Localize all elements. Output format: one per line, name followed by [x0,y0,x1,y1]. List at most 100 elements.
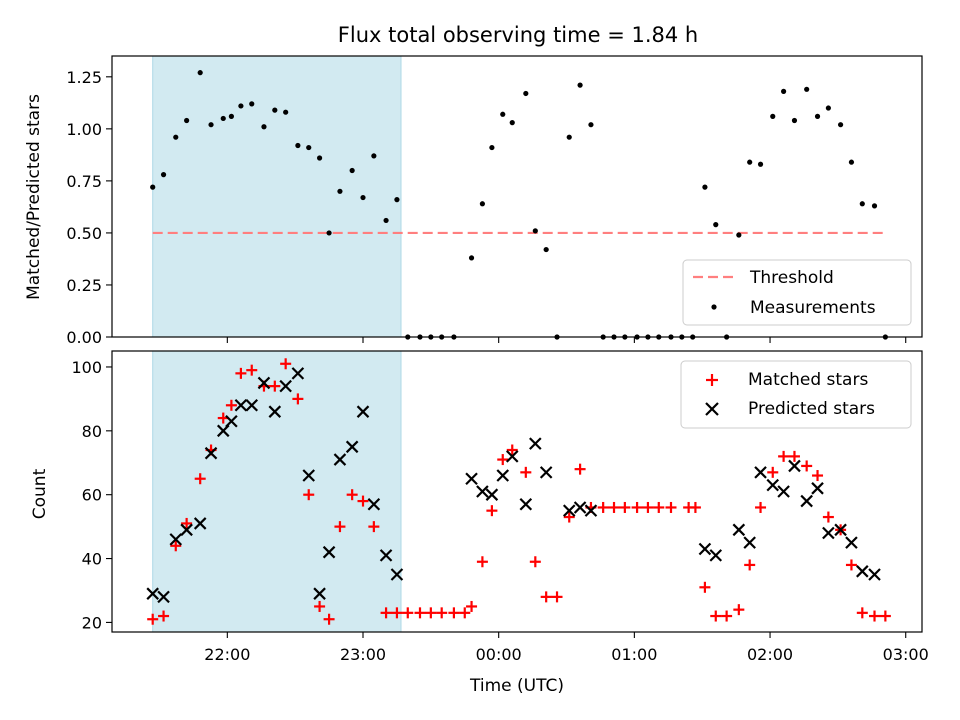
measurement-point [588,122,594,128]
measurement-point [713,222,719,228]
predicted-star-point [193,517,207,530]
y-tick-label: 40 [82,550,102,569]
x-tick-label: 00:00 [476,645,522,664]
bottom-y-axis: 20 40 60 80 100 [71,358,112,632]
predicted-star-point [777,485,790,498]
top-y-axis-label: Matched/Predicted stars [24,94,44,300]
x-tick-label: 23:00 [340,645,386,664]
predicted-star-point [698,542,712,556]
matched-star-point [608,501,620,513]
y-tick-label: 0.25 [66,276,102,295]
measurement-point [804,86,810,92]
matched-star-point [225,399,237,411]
legend-matched-swatch [706,374,718,386]
matched-star-point [402,607,414,619]
predicted-star-point [204,446,218,460]
matched-star-point [292,393,304,405]
y-tick-label: 100 [71,358,102,377]
matched-star-point [597,501,609,513]
predicted-star-point [379,549,393,562]
matched-star-point [181,517,193,529]
predicted-star-point [822,526,835,540]
matched-star-point [459,607,471,619]
measurement-point [543,246,549,253]
predicted-star-point [856,565,869,578]
matched-star-point [497,454,509,466]
matched-star-point [334,521,346,533]
bottom-shaded-interval [152,350,402,633]
measurement-point [489,144,495,151]
bottom-plot-frame [111,350,923,633]
matched-star-point [665,501,677,513]
measurement-point [770,113,776,119]
predicted-star-point [709,549,723,562]
y-tick-label: 1.25 [66,68,102,87]
predicted-star-point [800,494,813,508]
matched-star-point [551,591,563,603]
predicted-star-point [367,497,381,511]
predicted-star-point [146,587,159,600]
measurement-point [371,153,377,159]
measurement-point [160,172,167,178]
y-tick-label: 0.75 [66,172,102,191]
measurement-point [337,188,343,194]
measurement-point [184,117,190,124]
matched-star-point [346,489,358,501]
matched-star-point [563,511,575,523]
matched-star-point [869,610,881,622]
measurement-point [791,117,798,124]
matched-star-point [147,613,159,625]
matched-star-point [314,600,326,612]
predicted-star-point [788,459,801,473]
legend-matched-label: Matched stars [748,370,868,390]
matched-star-point [194,473,206,485]
matched-star-point [540,591,552,603]
matched-star-point [879,610,891,622]
matched-star-point [856,607,868,619]
predicted-star-point [356,405,370,418]
top-legend-box [682,259,912,326]
measurement-point [532,228,538,234]
chart-title: Flux total observing time = 1.84 h [338,23,698,47]
matched-star-points [147,358,891,625]
matched-star-point [506,444,518,456]
y-tick-label: 1.00 [66,120,102,139]
predicted-star-point [465,472,478,486]
bottom-legend-box [680,360,912,429]
matched-star-point [812,470,824,482]
matched-star-point [448,607,460,619]
bottom-panel: 20 40 60 80 100 22:00 23:00 00:00 01:00 02:00 03:… [30,350,929,696]
matched-star-point [303,489,315,501]
measurement-point [197,70,203,76]
matched-star-point [699,581,711,593]
measurement-point [509,120,515,126]
y-tick-label: 20 [82,613,102,632]
measurement-point [500,111,506,117]
measurement-point [825,105,831,111]
predicted-star-point [302,469,316,482]
measurement-point [228,113,234,119]
matched-star-point [466,600,478,612]
measurement-point [283,109,289,115]
matched-star-point [801,460,813,472]
matched-star-point [574,463,586,475]
predicted-star-point [234,399,248,412]
measurement-point [523,90,529,97]
legend-threshold-label: Threshold [749,268,834,288]
predicted-star-point [322,545,336,559]
matched-star-point [414,607,426,619]
measurement-point [272,107,278,113]
predicted-star-point [291,367,305,380]
predicted-star-point [868,568,881,581]
matched-star-point [755,501,767,513]
predicted-star-point [743,536,756,549]
top-plot-frame [111,55,923,338]
predicted-star-points [146,367,881,604]
top-panel: 0.00 0.25 0.50 0.75 1.00 1.25 Matched/Predict… [24,55,923,347]
matched-star-point [653,501,665,513]
predicted-star-point [485,488,499,501]
predicted-star-point [529,437,542,450]
predicted-star-point [766,478,780,492]
matched-star-point [269,380,281,392]
